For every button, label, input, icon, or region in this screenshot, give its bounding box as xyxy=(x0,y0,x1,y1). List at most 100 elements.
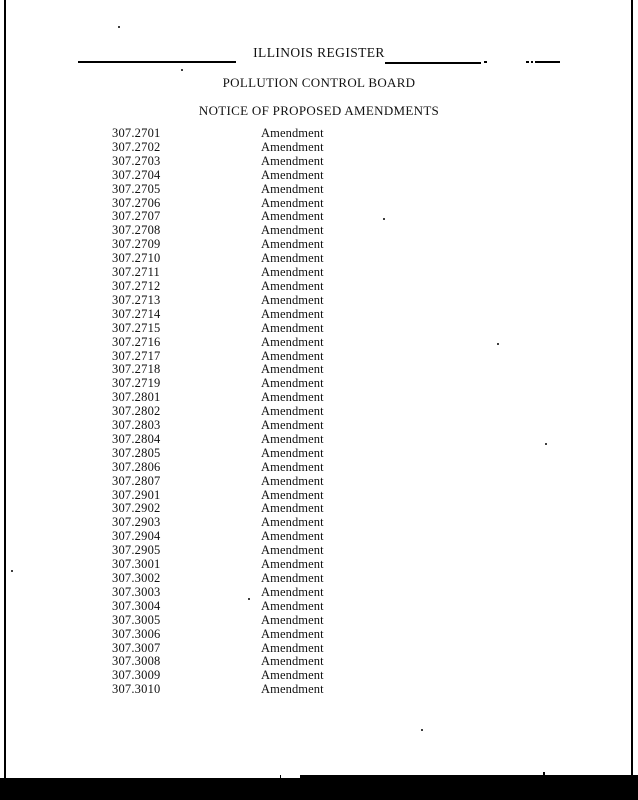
page-edge-bottom xyxy=(0,778,638,800)
action-label: Amendment xyxy=(261,626,324,641)
amendment-row: 307.3006 Amendment xyxy=(0,626,638,642)
section-number: 307.2903 xyxy=(112,515,161,530)
action-label: Amendment xyxy=(261,557,324,572)
section-number: 307.2709 xyxy=(112,237,161,252)
section-number: 307.2905 xyxy=(112,543,161,558)
section-number: 307.2715 xyxy=(112,320,161,335)
section-number: 307.2708 xyxy=(112,223,161,238)
action-label: Amendment xyxy=(261,139,324,154)
action-label: Amendment xyxy=(261,612,324,627)
publication-title: ILLINOIS REGISTER xyxy=(253,45,385,60)
action-label: Amendment xyxy=(261,445,324,460)
section-number: 307.2706 xyxy=(112,195,161,210)
action-label: Amendment xyxy=(261,404,324,419)
action-label: Amendment xyxy=(261,640,324,655)
amendment-row: 307.2714 Amendment xyxy=(0,306,638,322)
amendment-row: 307.3009 Amendment xyxy=(0,668,638,683)
action-label: Amendment xyxy=(261,292,324,307)
header-rule-speck xyxy=(526,61,529,63)
section-number: 307.3008 xyxy=(112,654,161,669)
action-label: Amendment xyxy=(261,668,324,683)
header-rule-left xyxy=(78,61,236,63)
amendment-row: 307.2708 Amendment xyxy=(0,223,638,238)
page-edge-right xyxy=(631,0,633,779)
section-number: 307.2704 xyxy=(112,167,161,182)
header-rule-speck xyxy=(484,61,487,63)
action-label: Amendment xyxy=(261,278,324,293)
scan-speck xyxy=(545,443,547,445)
section-number: 307.3006 xyxy=(112,626,161,641)
action-label: Amendment xyxy=(261,153,324,168)
page-edge-nick xyxy=(543,772,545,779)
amendment-list: 307.2701 Amendment 307.2702 Amendment 307.27… xyxy=(0,126,638,697)
section-number: 307.2711 xyxy=(112,265,161,280)
amendment-row: 307.3003 Amendment xyxy=(0,585,638,600)
amendment-row: 307.2801 Amendment xyxy=(0,390,638,405)
amendment-row: 307.2702 Amendment xyxy=(0,139,638,155)
section-number: 307.3010 xyxy=(112,682,161,697)
amendment-row: 307.2713 Amendment xyxy=(0,292,638,308)
amendment-row: 307.3001 Amendment xyxy=(0,557,638,572)
scan-speck xyxy=(497,343,499,345)
action-label: Amendment xyxy=(261,431,324,446)
action-label: Amendment xyxy=(261,473,324,488)
action-label: Amendment xyxy=(261,237,324,252)
amendment-row: 307.2707 Amendment xyxy=(0,210,638,224)
amendment-row: 307.2717 Amendment xyxy=(0,348,638,364)
page-edge-left xyxy=(4,0,6,779)
amendment-row: 307.2701 Amendment xyxy=(0,126,638,141)
action-label: Amendment xyxy=(261,320,324,335)
scan-speck xyxy=(421,729,423,731)
section-number: 307.3001 xyxy=(112,557,161,572)
action-label: Amendment xyxy=(261,598,324,613)
action-label: Amendment xyxy=(261,501,324,516)
section-number: 307.2902 xyxy=(112,501,161,516)
amendment-row: 307.2803 Amendment xyxy=(0,418,638,433)
amendment-row: 307.2712 Amendment xyxy=(0,278,638,294)
action-label: Amendment xyxy=(261,682,324,697)
scan-speck xyxy=(181,69,183,71)
header-rule-center xyxy=(385,62,481,64)
header-rule-speck xyxy=(531,61,533,63)
action-label: Amendment xyxy=(261,571,324,585)
scan-speck xyxy=(248,598,250,600)
action-label: Amendment xyxy=(261,362,324,377)
amendment-row: 307.3002 Amendment xyxy=(0,571,638,586)
section-number: 307.3005 xyxy=(112,612,161,627)
section-number: 307.2807 xyxy=(112,473,161,488)
action-label: Amendment xyxy=(261,376,324,391)
action-label: Amendment xyxy=(261,126,324,140)
action-label: Amendment xyxy=(261,306,324,321)
action-label: Amendment xyxy=(261,167,324,182)
action-label: Amendment xyxy=(261,348,324,363)
section-number: 307.2713 xyxy=(112,292,161,307)
section-number: 307.2716 xyxy=(112,334,161,349)
section-number: 307.2701 xyxy=(112,126,161,140)
amendment-row: 307.2709 Amendment xyxy=(0,237,638,252)
action-label: Amendment xyxy=(261,515,324,530)
amendment-row: 307.3005 Amendment xyxy=(0,612,638,628)
amendment-row: 307.2804 Amendment xyxy=(0,431,638,447)
section-number: 307.2712 xyxy=(112,278,161,293)
action-label: Amendment xyxy=(261,487,324,502)
section-number: 307.2803 xyxy=(112,418,161,433)
amendment-row: 307.2718 Amendment xyxy=(0,362,638,377)
amendment-row: 307.3007 Amendment xyxy=(0,640,638,656)
action-label: Amendment xyxy=(261,529,324,544)
amendment-row: 307.2706 Amendment xyxy=(0,195,638,211)
section-number: 307.2710 xyxy=(112,251,161,266)
amendment-row: 307.2719 Amendment xyxy=(0,376,638,391)
amendment-row: 307.2905 Amendment xyxy=(0,543,638,558)
action-label: Amendment xyxy=(261,209,324,224)
action-label: Amendment xyxy=(261,223,324,238)
scan-speck xyxy=(383,218,385,220)
amendment-row: 307.3010 Amendment xyxy=(0,682,638,697)
page-edge-nick xyxy=(300,775,638,778)
amendment-row: 307.2703 Amendment xyxy=(0,153,638,169)
amendment-row: 307.2902 Amendment xyxy=(0,502,638,516)
action-label: Amendment xyxy=(261,265,324,280)
section-number: 307.2806 xyxy=(112,459,161,474)
action-label: Amendment xyxy=(261,543,324,558)
header-rule-right xyxy=(535,61,560,63)
